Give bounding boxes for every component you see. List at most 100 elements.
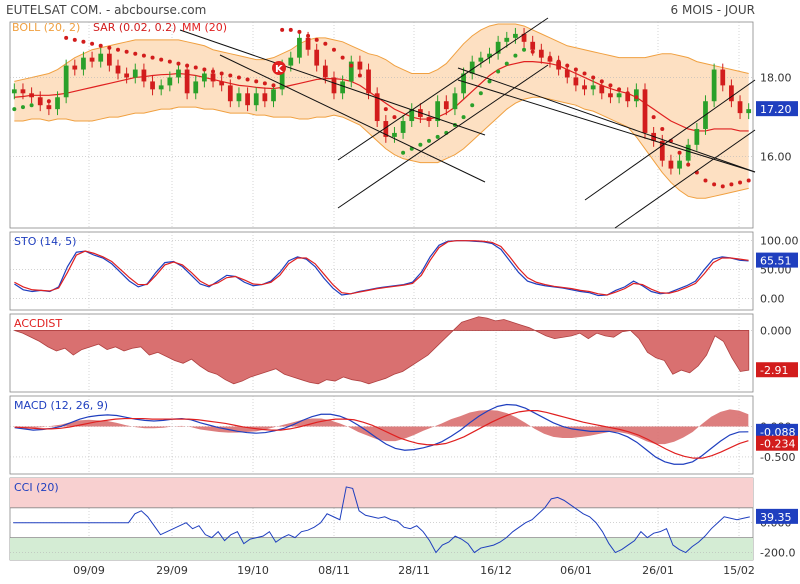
sar-dot	[297, 29, 302, 34]
candle-body	[383, 121, 389, 137]
candle-body	[262, 93, 268, 102]
candle-body	[158, 85, 164, 90]
candle	[659, 134, 665, 167]
sar-dot	[435, 134, 440, 139]
candle	[11, 83, 17, 100]
candle-body	[210, 73, 216, 82]
candle-body	[193, 81, 199, 94]
sar-dot	[522, 47, 527, 52]
candle-body	[625, 93, 631, 102]
candle	[115, 59, 121, 80]
sar-dot	[746, 178, 751, 183]
candle	[141, 63, 147, 88]
candle	[331, 71, 337, 100]
sar-dot	[245, 77, 250, 82]
bollinger-lower-line	[14, 96, 749, 199]
candle-body	[521, 33, 527, 42]
y-tick-label: -200.0	[760, 547, 795, 560]
value-badge-bg	[756, 423, 798, 439]
trend-line	[457, 79, 756, 173]
sar-dot	[262, 81, 267, 86]
candle-body	[642, 89, 648, 133]
sar-dot	[677, 150, 682, 155]
candle	[227, 79, 233, 108]
cci-line	[13, 486, 750, 554]
sar-dot	[185, 63, 190, 68]
value-badge-text: -0.088	[760, 426, 795, 439]
sar-dot	[115, 47, 120, 52]
candle-body	[72, 65, 78, 70]
candle	[20, 83, 26, 100]
cci-value-badge: 39.35	[756, 508, 798, 524]
candle	[106, 47, 112, 72]
candle-body	[720, 69, 726, 86]
candle-body	[659, 140, 665, 161]
sar-dot	[254, 79, 259, 84]
sar-dot	[29, 103, 34, 108]
value-badge-bg	[756, 362, 798, 378]
x-tick-label: 26/01	[642, 564, 674, 577]
y-tick-label: -0.500	[760, 451, 795, 464]
candle-body	[167, 77, 173, 86]
sar-dot	[141, 53, 146, 58]
candle-body	[582, 85, 587, 90]
candle-body	[530, 41, 536, 50]
candle	[167, 71, 173, 92]
sar-dot	[228, 73, 233, 78]
candle-body	[348, 61, 354, 82]
candle-body	[106, 53, 112, 66]
candle	[737, 95, 743, 120]
sar-dot	[81, 39, 86, 44]
candle-body	[608, 93, 613, 98]
sar-dot	[470, 103, 475, 108]
price-value-badge: 17.20	[756, 101, 798, 117]
candle-body	[668, 160, 674, 169]
candle	[677, 154, 682, 175]
sar-dot	[461, 115, 466, 120]
candle	[374, 87, 380, 127]
sar-dot	[306, 33, 311, 38]
x-tick-label: 16/12	[480, 564, 512, 577]
sar-dot	[599, 79, 604, 84]
candle-body	[495, 41, 501, 54]
k-marker-label: K	[275, 64, 284, 75]
k-marker-icon	[272, 61, 286, 75]
candle	[245, 87, 250, 112]
candle-body	[590, 85, 596, 90]
sar-dot	[46, 99, 51, 104]
x-tick-label: 28/11	[398, 564, 430, 577]
candle	[219, 75, 225, 92]
trend-line	[219, 54, 486, 183]
trend-line	[337, 17, 549, 161]
candle-body	[55, 97, 60, 110]
sar-dot	[617, 87, 622, 92]
sto-value-badge: 65.51	[756, 252, 798, 268]
candle	[720, 63, 726, 92]
value-badge-text: -0.234	[760, 438, 795, 451]
sar-dot	[64, 35, 69, 40]
candle-body	[564, 69, 570, 78]
sar-dot	[660, 126, 665, 131]
x-tick-label: 15/02	[723, 564, 755, 577]
sar-dot	[314, 37, 319, 42]
sar-dot	[280, 27, 285, 32]
panel-frame-3	[9, 395, 754, 475]
candle	[158, 79, 164, 96]
candle-body	[504, 37, 510, 42]
candle	[322, 59, 328, 84]
candle-body	[340, 81, 345, 94]
sar-dot	[582, 71, 587, 76]
sar-dot	[72, 37, 77, 42]
candle-body	[452, 93, 458, 110]
candle-body	[487, 53, 492, 58]
candle	[29, 87, 34, 104]
candle-body	[124, 73, 130, 78]
candle-body	[322, 65, 328, 78]
candle-body	[513, 33, 518, 38]
candle	[297, 31, 302, 64]
candle-body	[150, 81, 155, 90]
sar-dot	[159, 57, 164, 62]
sar-dot	[634, 95, 639, 100]
candle	[711, 63, 717, 108]
candle	[495, 35, 501, 60]
